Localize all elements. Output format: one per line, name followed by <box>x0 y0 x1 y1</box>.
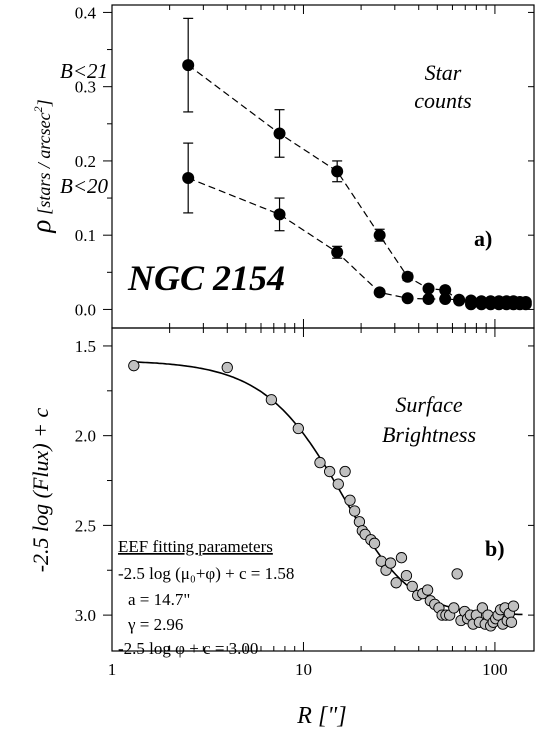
data-point <box>401 270 414 283</box>
data-point <box>448 602 460 614</box>
data-point <box>384 557 397 569</box>
data-point <box>421 584 434 596</box>
y-tick-label: 2.0 <box>75 427 96 446</box>
param-line-2: a = 14.7" <box>128 590 190 609</box>
y-tick-label: 1.5 <box>75 337 96 356</box>
data-point <box>339 465 351 478</box>
data-point <box>314 456 326 469</box>
data-point <box>331 246 344 259</box>
annotation-star: Star <box>425 60 462 85</box>
data-point <box>422 293 435 306</box>
data-point <box>332 478 344 490</box>
data-point <box>400 569 413 582</box>
param-line-1: -2.5 log (μ₀+φ) + c = 1.58 <box>118 564 294 583</box>
data-point <box>273 208 286 221</box>
param-line-4: -2.5 log φ + c = 3.00 <box>118 639 258 658</box>
panel-label-b: b) <box>485 536 505 561</box>
data-point <box>464 298 477 311</box>
data-point <box>344 494 356 506</box>
data-point <box>507 600 520 612</box>
panel-b-frame <box>111 327 535 652</box>
data-point <box>439 293 452 306</box>
data-point <box>128 360 140 372</box>
x-tick-label: 1 <box>108 660 117 679</box>
data-point <box>475 298 488 311</box>
object-label: NGC 2154 <box>127 258 285 298</box>
data-point <box>439 284 452 297</box>
ylabel-b-text: -2.5 log (Flux) + c <box>28 408 53 573</box>
data-point <box>323 465 336 478</box>
data-point <box>505 616 518 628</box>
y-tick-label: 0.4 <box>75 3 97 22</box>
data-point <box>453 293 466 306</box>
data-point <box>368 537 381 549</box>
data-point <box>422 282 435 295</box>
panel-a-plot <box>182 17 532 311</box>
data-point <box>519 298 532 311</box>
data-point <box>348 505 361 517</box>
x-tick-label: 10 <box>295 660 312 679</box>
data-point <box>451 568 463 580</box>
panel-b-ticks: 1 10 100 1.5 2.0 2.5 3.0 <box>75 328 534 679</box>
ylabel-b: -2.5 log (Flux) + c <box>28 408 53 573</box>
series-label-b20: B<20 <box>60 174 108 198</box>
y-tick-label: 0.2 <box>75 152 96 171</box>
y-tick-label: 0.0 <box>75 300 96 319</box>
data-point <box>265 394 278 406</box>
y-tick-label: 3.0 <box>75 606 96 625</box>
ylabel-a-main: ρ <box>26 220 56 234</box>
data-point <box>373 286 386 299</box>
data-point <box>331 165 344 178</box>
data-point <box>406 580 418 593</box>
data-point <box>182 172 195 185</box>
panel-a-ticks: 0.0 0.1 0.2 0.3 0.4 <box>75 3 534 328</box>
data-point <box>373 229 386 242</box>
annotation-counts: counts <box>414 88 471 113</box>
annotation-brightness: Brightness <box>382 422 476 447</box>
data-point <box>273 127 286 140</box>
ylabel-a-close: ] <box>34 99 54 107</box>
ylabel-a: ρ [stars / arcsec2] <box>26 99 56 233</box>
ylabel-a-sup: 2 <box>31 106 45 112</box>
data-point <box>182 59 195 72</box>
svg-text:ρ[stars / arcsec2]: ρ [stars / arcsec2] <box>26 99 56 233</box>
x-tick-label: 100 <box>482 660 508 679</box>
data-point <box>401 292 414 305</box>
xlabel: R ["] <box>296 703 346 729</box>
data-point <box>484 298 497 311</box>
data-point <box>292 422 304 435</box>
y-tick-label: 2.5 <box>75 516 96 535</box>
panel-b-plot <box>128 360 523 632</box>
data-point <box>390 577 402 589</box>
data-point <box>221 361 233 374</box>
annotation-surface: Surface <box>395 392 462 417</box>
y-tick-label: 0.1 <box>75 226 96 245</box>
params-title: EEF fitting parameters <box>118 537 273 556</box>
ylabel-a-unit: [stars / arcsec <box>34 112 54 214</box>
y-tick-label: 0.3 <box>75 78 96 97</box>
series-label-b21: B<21 <box>60 59 108 83</box>
param-line-3: γ = 2.96 <box>127 615 183 634</box>
panel-label-a: a) <box>474 226 492 251</box>
data-point <box>395 552 408 564</box>
